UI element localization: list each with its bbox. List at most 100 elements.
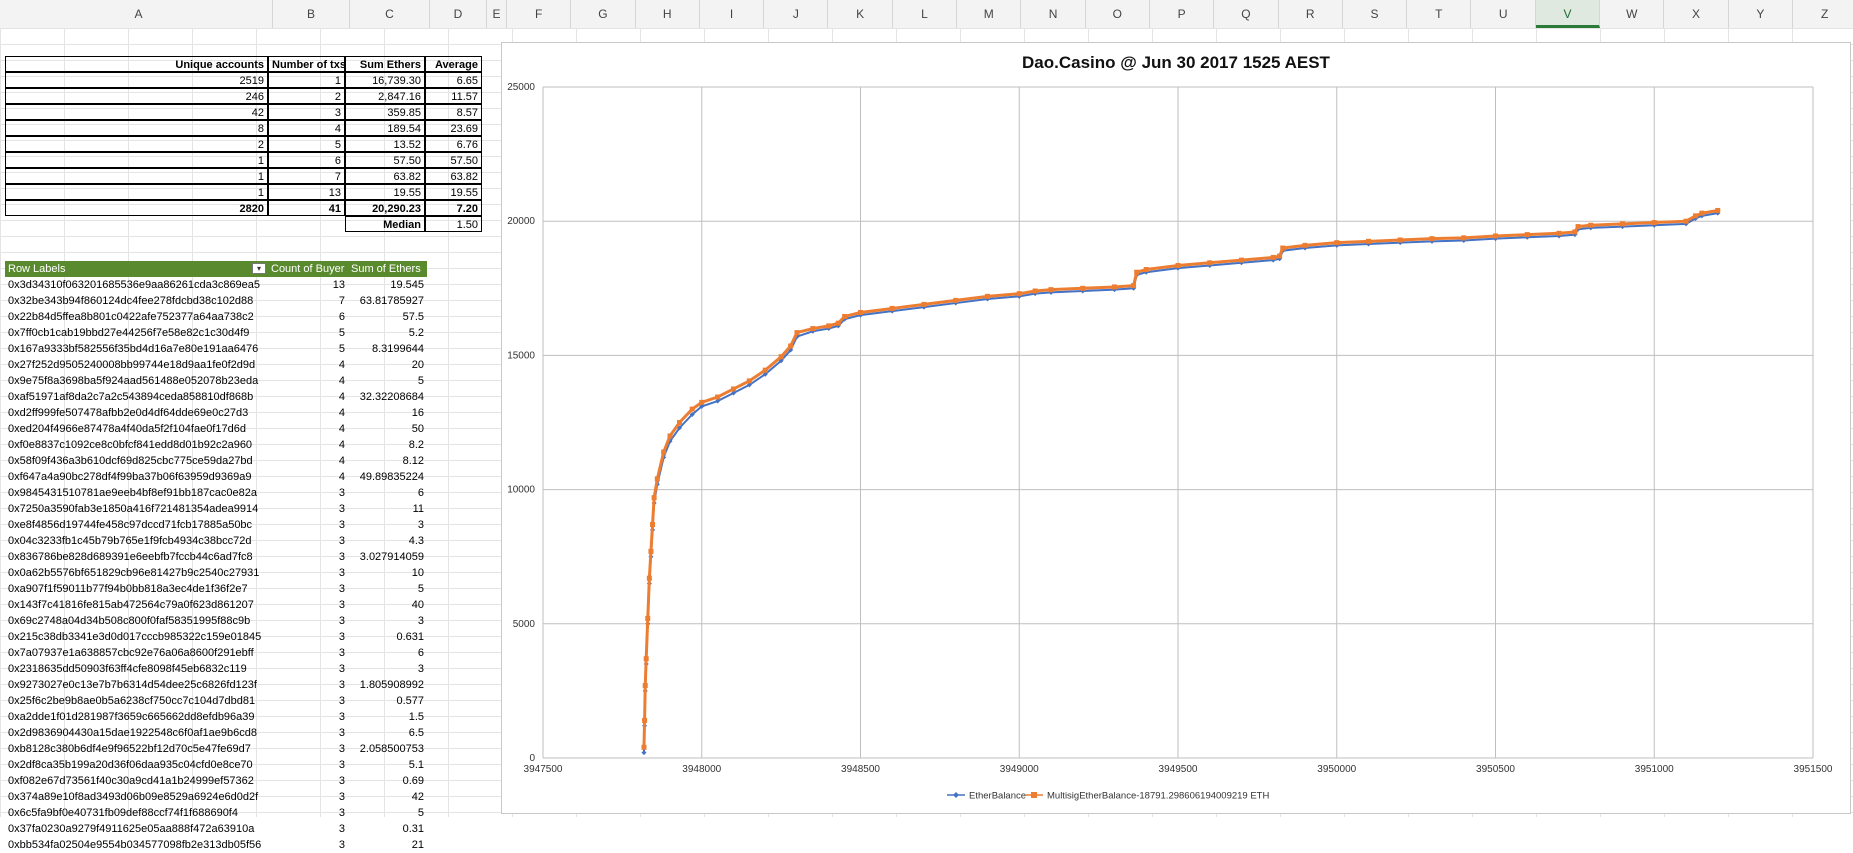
pivot-sum-cell[interactable]: 10 xyxy=(411,567,424,579)
pivot-sum-cell[interactable]: 40 xyxy=(411,599,424,611)
pivot-row-label[interactable]: 0x7ff0cb1cab19bbd27e44256f7e58e82c1c30d4… xyxy=(8,327,250,339)
summary-cell[interactable]: 1 xyxy=(5,184,268,200)
summary-cell[interactable]: 6.65 xyxy=(425,72,482,88)
pivot-count-cell[interactable]: 5 xyxy=(338,343,345,355)
summary-cell[interactable]: 57.50 xyxy=(425,152,482,168)
pivot-sum-cell[interactable]: 32.32208684 xyxy=(359,391,424,403)
pivot-sum-cell[interactable]: 5.2 xyxy=(408,327,424,339)
pivot-row-label[interactable]: 0x9845431510781ae9eeb4bf8ef91bb187cac0e8… xyxy=(8,487,257,499)
pivot-sum-cell[interactable]: 19.545 xyxy=(390,279,424,291)
pivot-row-label[interactable]: 0x25f6c2be9b8ae0b5a6238cf750cc7c104d7dbd… xyxy=(8,695,256,707)
column-header-l[interactable]: L xyxy=(893,0,958,28)
pivot-row-label[interactable]: 0xd2ff999fe507478afbb2e0d4df64dde69e0c27… xyxy=(8,407,249,419)
column-header-h[interactable]: H xyxy=(636,0,700,28)
pivot-sum-cell[interactable]: 0.577 xyxy=(396,695,424,707)
pivot-row-label[interactable]: 0x22b84d5ffea8b801c0422afe752377a64aa738… xyxy=(8,311,254,323)
pivot-count-cell[interactable]: 3 xyxy=(338,711,345,723)
pivot-count-cell[interactable]: 3 xyxy=(338,775,345,787)
column-header-i[interactable]: I xyxy=(700,0,765,28)
summary-cell[interactable]: 13.52 xyxy=(345,136,425,152)
pivot-row-label[interactable]: 0x2df8ca35b199a20d36f06daa935c04cfd0e8ce… xyxy=(8,759,253,771)
summary-cell[interactable]: 2 xyxy=(268,88,345,104)
pivot-sum-cell[interactable]: 0.69 xyxy=(402,775,424,787)
summary-cell[interactable]: 16,739.30 xyxy=(345,72,425,88)
summary-cell[interactable]: 359.85 xyxy=(345,104,425,120)
pivot-row-label[interactable]: 0x32be343b94f860124dc4fee278fdcbd38c102d… xyxy=(8,295,254,307)
pivot-sum-cell[interactable]: 57.5 xyxy=(402,311,424,323)
pivot-count-cell[interactable]: 3 xyxy=(338,551,345,563)
pivot-row-label[interactable]: 0xf0e8837c1092ce8c0bfcf841edd8d01b92c2a9… xyxy=(8,439,253,451)
pivot-count-cell[interactable]: 5 xyxy=(338,327,345,339)
pivot-row-label[interactable]: 0x69c2748a04d34b508c800f0faf58351995f88c… xyxy=(8,615,251,627)
column-header-a[interactable]: A xyxy=(5,0,273,28)
pivot-row-label[interactable]: 0xa907f1f59011b77f94b0bb818a3ec4de1f36f2… xyxy=(8,583,248,595)
pivot-sum-cell[interactable]: 6.5 xyxy=(408,727,424,739)
pivot-header[interactable]: Sum of Ethers xyxy=(348,261,427,277)
column-header-e[interactable]: E xyxy=(487,0,507,28)
pivot-count-cell[interactable]: 3 xyxy=(338,599,345,611)
summary-cell[interactable]: Unique accounts xyxy=(5,56,268,72)
pivot-count-cell[interactable]: 3 xyxy=(338,759,345,771)
pivot-count-cell[interactable]: 3 xyxy=(338,727,345,739)
pivot-sum-cell[interactable]: 8.12 xyxy=(402,455,424,467)
pivot-sum-cell[interactable]: 3.027914059 xyxy=(359,551,424,563)
column-header-y[interactable]: Y xyxy=(1729,0,1793,28)
pivot-sum-cell[interactable]: 11 xyxy=(412,503,424,515)
column-header-v[interactable]: V xyxy=(1535,0,1601,28)
column-header-t[interactable]: T xyxy=(1407,0,1472,28)
column-header-s[interactable]: S xyxy=(1343,0,1408,28)
pivot-header[interactable]: Count of Buyer xyxy=(268,261,348,277)
pivot-sum-cell[interactable]: 2.058500753 xyxy=(359,743,424,755)
pivot-count-cell[interactable]: 4 xyxy=(338,391,345,403)
pivot-sum-cell[interactable]: 5 xyxy=(417,583,424,595)
pivot-sum-cell[interactable]: 20 xyxy=(411,359,424,371)
summary-cell[interactable]: 1 xyxy=(5,168,268,184)
summary-cell[interactable]: 3 xyxy=(268,104,345,120)
pivot-sum-cell[interactable]: 0.631 xyxy=(396,631,424,643)
pivot-row-label[interactable]: 0x2d9836904430a15dae1922548c6f0af1ae9b6c… xyxy=(8,727,257,739)
pivot-count-cell[interactable]: 3 xyxy=(338,807,345,819)
column-header-k[interactable]: K xyxy=(829,0,893,28)
pivot-row-label[interactable]: 0xed204f4966e87478a4f40da5f2f104fae0f17d… xyxy=(8,423,246,435)
column-header-r[interactable]: R xyxy=(1279,0,1343,28)
pivot-count-cell[interactable]: 4 xyxy=(338,359,345,371)
pivot-sum-cell[interactable]: 16 xyxy=(411,407,424,419)
summary-cell[interactable]: Number of txs xyxy=(268,56,345,72)
pivot-sum-cell[interactable]: 1.5 xyxy=(408,711,424,723)
summary-cell[interactable]: 11.57 xyxy=(425,88,482,104)
pivot-row-label[interactable]: 0x04c3233fb1c45b79b765e1f9fcb4934c38bcc7… xyxy=(8,535,252,547)
summary-cell[interactable]: 246 xyxy=(5,88,268,104)
column-header-c[interactable]: C xyxy=(350,0,430,28)
summary-cell[interactable]: 2519 xyxy=(5,72,268,88)
summary-cell[interactable]: 23.69 xyxy=(425,120,482,136)
pivot-sum-cell[interactable]: 6 xyxy=(417,647,424,659)
summary-cell[interactable]: 8 xyxy=(5,120,268,136)
pivot-sum-cell[interactable]: 5 xyxy=(417,375,424,387)
column-header-j[interactable]: J xyxy=(764,0,829,28)
summary-cell[interactable]: 2820 xyxy=(5,200,268,216)
pivot-row-label[interactable]: 0xf082e67d73561f40c30a9cd41a1b24999ef573… xyxy=(8,775,254,787)
pivot-count-cell[interactable]: 3 xyxy=(338,695,345,707)
column-header-o[interactable]: O xyxy=(1086,0,1150,28)
pivot-sum-cell[interactable]: 21 xyxy=(411,839,424,851)
summary-cell[interactable]: Sum Ethers xyxy=(345,56,425,72)
summary-cell[interactable]: 41 xyxy=(268,200,345,216)
summary-cell[interactable]: 7 xyxy=(268,168,345,184)
pivot-row-label[interactable]: 0x6c5fa9bf0e40731fb09def88ccf74f1f688690… xyxy=(8,807,238,819)
summary-cell[interactable]: 4 xyxy=(268,120,345,136)
chart-container[interactable]: Dao.Casino @ Jun 30 2017 1525 AEST 39475… xyxy=(501,42,1851,814)
median-label[interactable]: Median xyxy=(345,216,425,232)
column-header-x[interactable]: X xyxy=(1664,0,1729,28)
median-value[interactable]: 1.50 xyxy=(425,216,482,232)
pivot-count-cell[interactable]: 3 xyxy=(338,647,345,659)
pivot-sum-cell[interactable]: 63.81785927 xyxy=(359,295,424,307)
pivot-sum-cell[interactable]: 3 xyxy=(417,519,424,531)
column-header-p[interactable]: P xyxy=(1150,0,1215,28)
column-header-u[interactable]: U xyxy=(1472,0,1536,28)
summary-cell[interactable]: 63.82 xyxy=(345,168,425,184)
pivot-header[interactable]: Row Labels ▾ xyxy=(5,261,268,277)
pivot-count-cell[interactable]: 3 xyxy=(338,679,345,691)
column-header-b[interactable]: B xyxy=(273,0,350,28)
pivot-count-cell[interactable]: 3 xyxy=(338,567,345,579)
pivot-sum-cell[interactable]: 1.805908992 xyxy=(359,679,424,691)
